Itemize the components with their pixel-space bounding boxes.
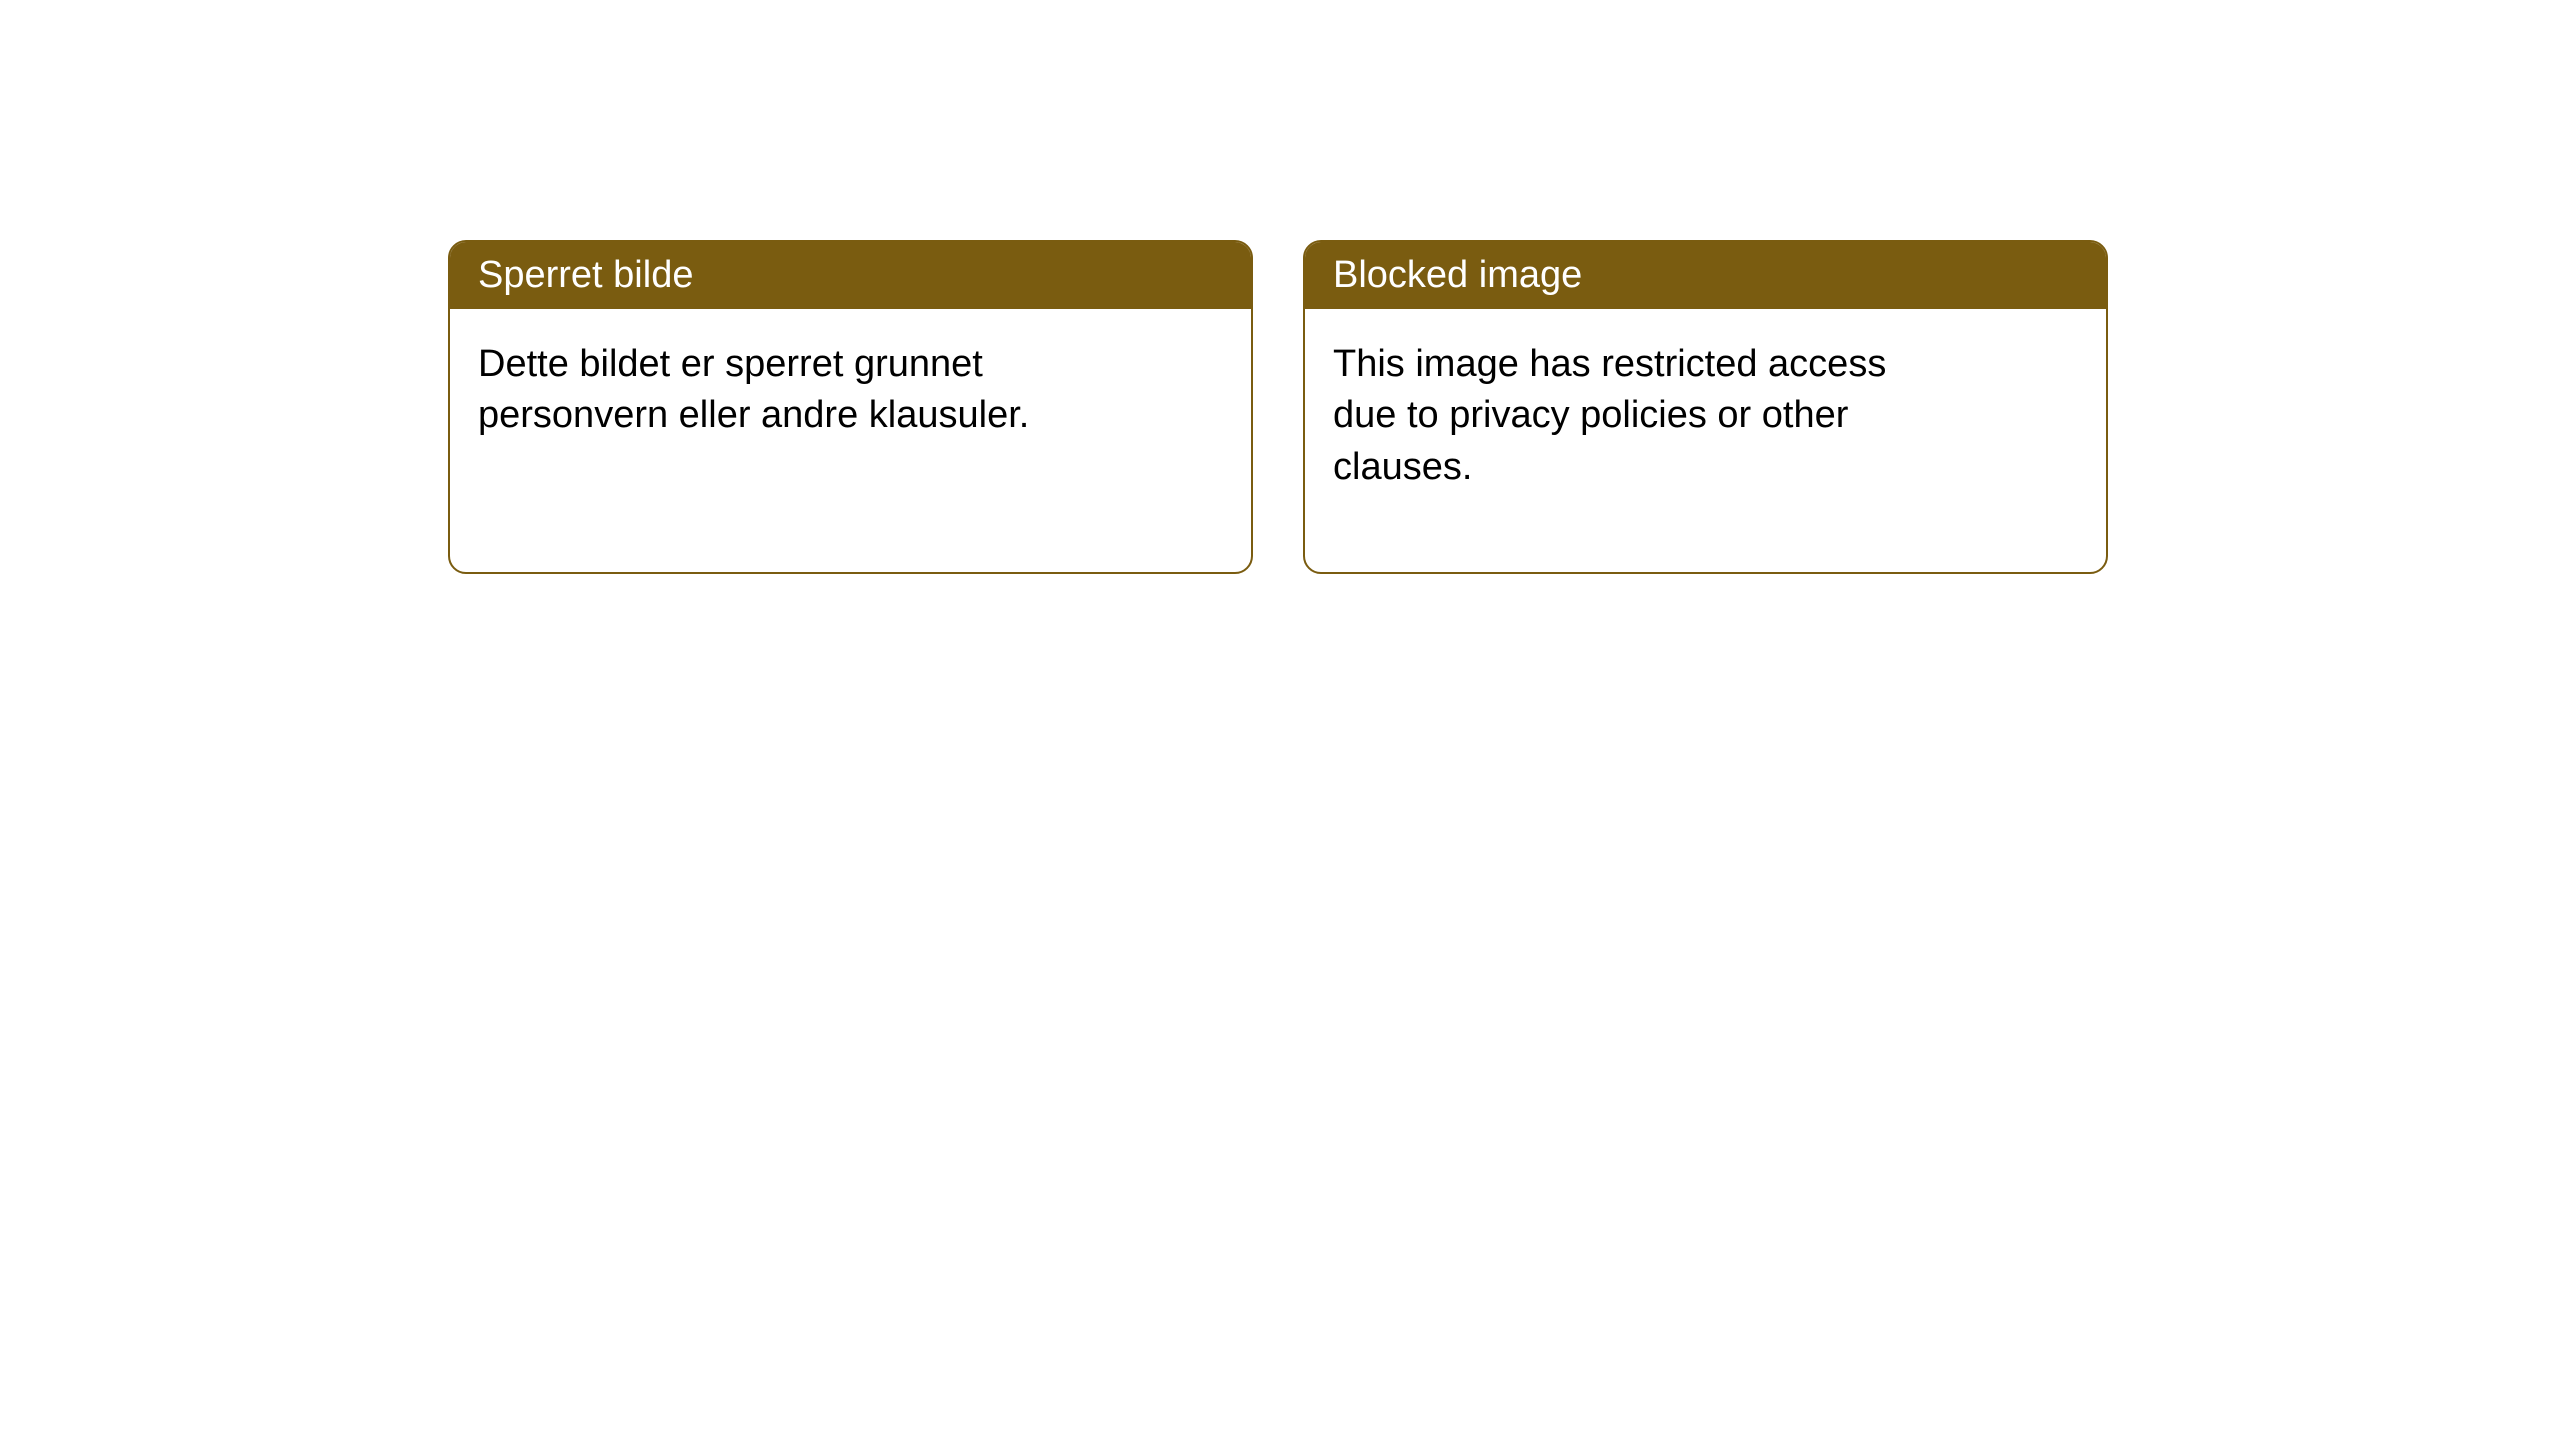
notice-card-english: Blocked image This image has restricted … [1303,240,2108,574]
notice-container: Sperret bilde Dette bildet er sperret gr… [0,0,2560,574]
notice-card-norwegian: Sperret bilde Dette bildet er sperret gr… [448,240,1253,574]
notice-body-english: This image has restricted access due to … [1305,309,1985,523]
notice-header-english: Blocked image [1305,242,2106,309]
notice-body-norwegian: Dette bildet er sperret grunnet personve… [450,309,1130,472]
notice-header-norwegian: Sperret bilde [450,242,1251,309]
